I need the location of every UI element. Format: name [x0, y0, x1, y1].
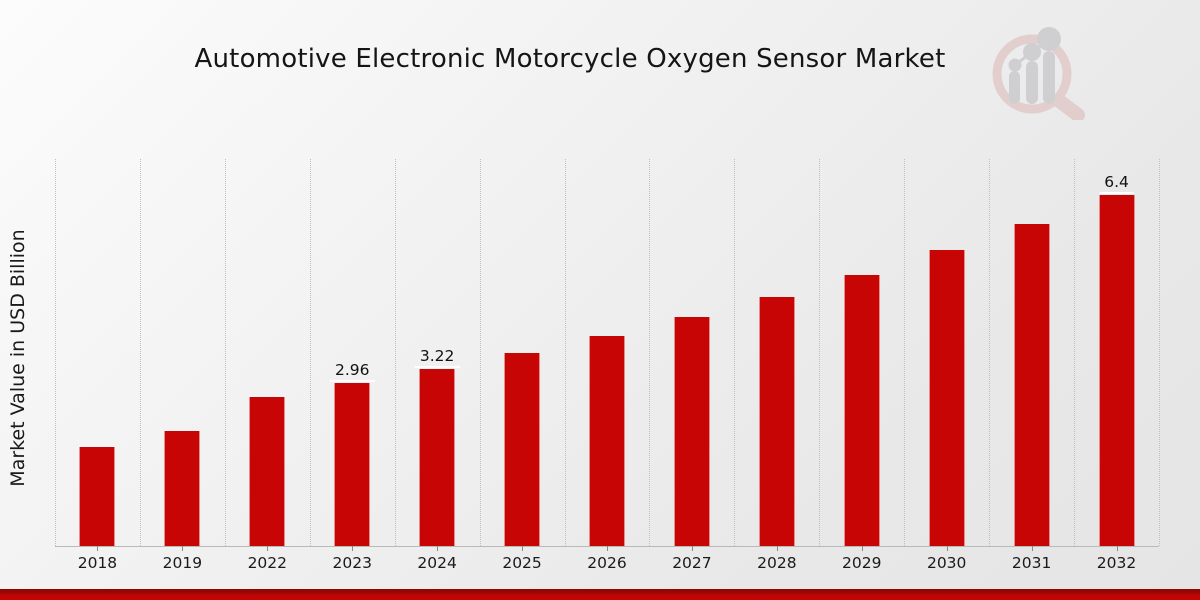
bar-2029 [843, 274, 880, 546]
bar-2024 [419, 369, 456, 546]
x-axis-label-2022: 2022 [247, 554, 288, 572]
bar-value-label: 6.4 [1099, 173, 1134, 194]
gridline [649, 159, 651, 546]
gridline [734, 159, 736, 546]
x-axis-tick [946, 546, 948, 551]
x-axis-label-2019: 2019 [162, 554, 203, 572]
y-axis-title-wrap: Market Value in USD Billion [7, 178, 37, 538]
bar-2023 [334, 383, 371, 546]
x-axis-tick [437, 546, 439, 551]
x-axis-tick [182, 546, 184, 551]
x-axis-tick [1031, 546, 1033, 551]
gridline [1074, 159, 1076, 546]
gridline [904, 159, 906, 546]
bar-value-label: 3.22 [414, 347, 460, 369]
x-axis-tick [522, 546, 524, 551]
magnifier-bar-chart-logo-icon [992, 27, 1085, 120]
bar-2031 [1013, 224, 1050, 546]
gridline [479, 159, 481, 546]
x-axis-label-2018: 2018 [77, 554, 118, 572]
x-axis-tick [776, 546, 778, 551]
chart-title: Automotive Electronic Motorcycle Oxygen … [194, 44, 946, 74]
x-axis-label-2028: 2028 [757, 554, 797, 572]
gridline [1159, 159, 1160, 546]
gridline [139, 159, 141, 546]
x-axis-label-2027: 2027 [672, 554, 712, 572]
x-axis-label-2032: 2032 [1096, 554, 1137, 572]
gridline [55, 159, 56, 546]
gridline [224, 159, 226, 546]
x-axis-tick [691, 546, 693, 551]
y-axis-title: Market Value in USD Billion [7, 229, 29, 487]
bar-2028 [758, 296, 795, 546]
x-axis-label-2029: 2029 [842, 554, 882, 572]
x-axis-label-2026: 2026 [587, 554, 627, 572]
gridline [309, 159, 311, 546]
gridline [564, 159, 566, 546]
bar-2026 [589, 335, 625, 546]
bar-2022 [249, 396, 286, 546]
bar-2032 [1098, 194, 1135, 546]
x-axis-tick [1116, 546, 1118, 551]
x-axis-tick [267, 546, 269, 551]
x-axis-label-2023: 2023 [332, 554, 372, 572]
plot-area: 2018 2019 2022 2.96 2023 3.22 2024 2025 2026 2027… [55, 159, 1160, 572]
x-axis-tick [352, 546, 354, 551]
x-axis-label-2031: 2031 [1011, 554, 1052, 572]
gridline [989, 159, 991, 546]
x-axis-label-2030: 2030 [926, 554, 967, 572]
bar-2025 [504, 352, 541, 546]
x-axis-tick [607, 546, 608, 551]
x-axis-label-2025: 2025 [502, 554, 542, 572]
bar-2027 [673, 317, 710, 546]
footer-accent-bar [0, 589, 1200, 600]
gridline [394, 159, 396, 546]
x-axis-tick [97, 546, 99, 551]
x-axis-tick [861, 546, 863, 551]
bar-2018 [79, 446, 116, 546]
x-axis-label-2024: 2024 [417, 554, 457, 572]
bar-2030 [928, 249, 965, 546]
bar-2019 [164, 430, 201, 546]
bar-value-label: 2.96 [329, 361, 375, 383]
gridline [819, 159, 821, 546]
